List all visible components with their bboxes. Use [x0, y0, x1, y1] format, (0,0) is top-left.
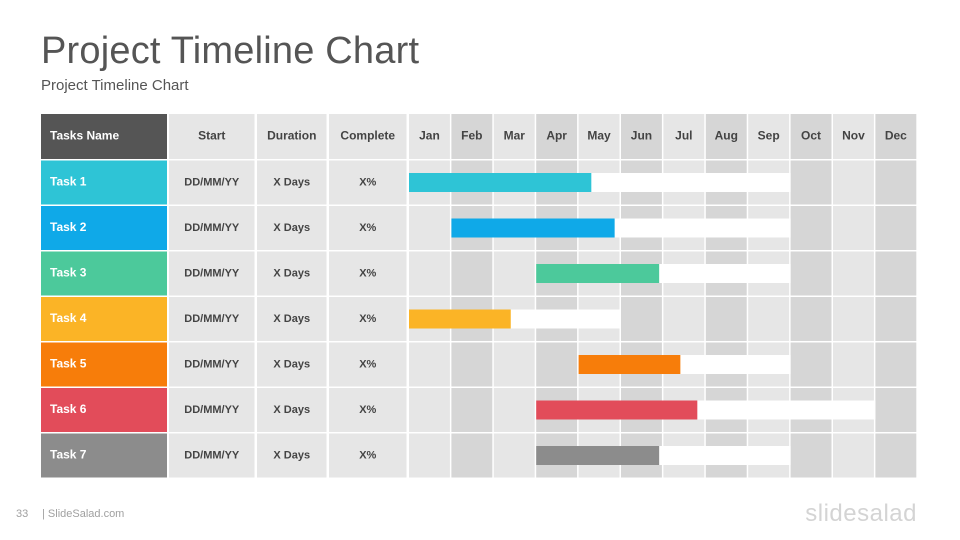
task-cell — [257, 388, 327, 432]
task-cell — [329, 297, 407, 341]
task-name: Task 6 — [50, 402, 87, 416]
task-start: DD/MM/YY — [184, 176, 240, 188]
task-cell — [329, 206, 407, 250]
task-complete: X% — [359, 222, 376, 234]
task-duration: X Days — [273, 358, 310, 370]
month-label-jan: Jan — [419, 129, 440, 143]
task-complete: X% — [359, 404, 376, 416]
task-bar-progress — [536, 264, 660, 283]
task-bar-progress — [451, 218, 615, 238]
month-label-may: May — [587, 129, 611, 143]
task-complete: X% — [359, 449, 376, 461]
task-name: Task 3 — [50, 266, 87, 280]
task-complete: X% — [359, 267, 376, 279]
task-cell — [329, 433, 407, 478]
task-bar-progress — [578, 355, 681, 374]
task-cell — [257, 342, 327, 387]
slidesalad-logo: slidesalad — [805, 500, 917, 527]
slide-subtitle: Project Timeline Chart — [41, 77, 189, 94]
task-start: DD/MM/YY — [184, 404, 240, 416]
task-complete: X% — [359, 313, 376, 325]
month-label-feb: Feb — [461, 129, 482, 143]
month-label-nov: Nov — [842, 129, 865, 143]
task-cell — [169, 433, 255, 478]
task-start: DD/MM/YY — [184, 267, 240, 279]
header-cell — [169, 114, 255, 159]
task-cell — [169, 160, 255, 205]
task-name: Task 4 — [50, 311, 87, 325]
task-cell — [257, 206, 327, 250]
month-label-jun: Jun — [631, 129, 652, 143]
header-cell — [329, 114, 407, 159]
row-separator — [409, 204, 918, 206]
task-start: DD/MM/YY — [184, 358, 240, 370]
header-tasks-name: Tasks Name — [50, 129, 119, 143]
task-cell — [257, 251, 327, 296]
task-bar-progress — [536, 400, 698, 420]
task-duration: X Days — [273, 313, 310, 325]
task-cell — [169, 206, 255, 250]
task-bar-progress — [536, 446, 660, 465]
task-cell — [329, 342, 407, 387]
task-cell — [169, 388, 255, 432]
task-duration: X Days — [273, 176, 310, 188]
task-complete: X% — [359, 176, 376, 188]
task-name: Task 1 — [50, 175, 87, 189]
task-duration: X Days — [273, 404, 310, 416]
month-label-sep: Sep — [758, 129, 780, 143]
page-number: 33 — [16, 508, 29, 520]
row-separator — [409, 341, 918, 343]
header-complete: Complete — [340, 129, 395, 143]
row-separator — [409, 159, 918, 161]
task-name-cell — [41, 206, 167, 250]
header-duration: Duration — [267, 129, 316, 143]
slide-title: Project Timeline Chart — [41, 30, 420, 72]
row-separator — [409, 386, 918, 388]
task-duration: X Days — [273, 449, 310, 461]
row-separator — [409, 432, 918, 434]
header-start: Start — [198, 129, 225, 143]
row-separator — [409, 295, 918, 297]
task-bar-progress — [409, 173, 592, 192]
task-name: Task 2 — [50, 220, 87, 234]
task-cell — [329, 251, 407, 296]
task-duration: X Days — [273, 222, 310, 234]
task-name: Task 7 — [50, 448, 87, 462]
task-start: DD/MM/YY — [184, 313, 240, 325]
task-bar-progress — [409, 309, 511, 329]
task-start: DD/MM/YY — [184, 449, 240, 461]
month-label-oct: Oct — [801, 129, 821, 143]
month-label-aug: Aug — [715, 129, 738, 143]
task-cell — [169, 297, 255, 341]
task-name-cell — [41, 433, 167, 478]
task-cell — [329, 388, 407, 432]
task-cell — [257, 433, 327, 478]
task-cell — [257, 160, 327, 205]
task-name-cell — [41, 297, 167, 341]
task-cell — [257, 297, 327, 341]
task-start: DD/MM/YY — [184, 222, 240, 234]
task-cell — [329, 160, 407, 205]
row-separator — [409, 250, 918, 252]
task-name: Task 5 — [50, 357, 87, 371]
task-name-cell — [41, 342, 167, 387]
month-label-jul: Jul — [675, 129, 692, 143]
task-cell — [169, 251, 255, 296]
month-label-mar: Mar — [504, 129, 526, 143]
task-name-cell — [41, 388, 167, 432]
task-name-cell — [41, 251, 167, 296]
task-duration: X Days — [273, 267, 310, 279]
month-label-apr: Apr — [546, 129, 567, 143]
footer-brand: | SlideSalad.com — [42, 508, 125, 520]
task-cell — [169, 342, 255, 387]
header-cell — [257, 114, 327, 159]
task-name-cell — [41, 160, 167, 205]
row-separator — [409, 477, 918, 479]
task-complete: X% — [359, 358, 376, 370]
header-cell-task-name — [41, 114, 167, 159]
month-label-dec: Dec — [885, 129, 907, 143]
